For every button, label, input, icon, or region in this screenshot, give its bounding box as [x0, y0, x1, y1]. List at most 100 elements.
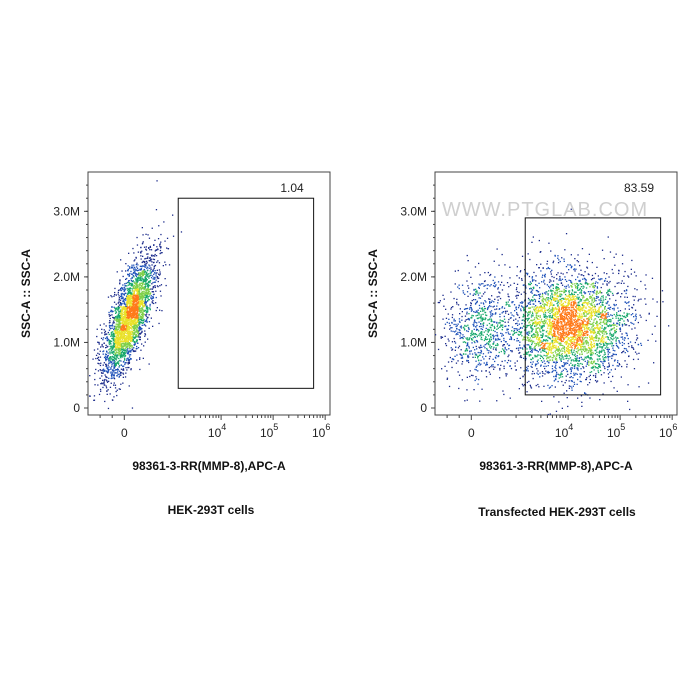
- event-dot: [580, 299, 583, 301]
- event-dot: [99, 350, 101, 352]
- event-dot: [485, 370, 487, 372]
- event-dot: [632, 347, 634, 349]
- event-dot: [461, 357, 464, 359]
- event-dot: [136, 332, 138, 334]
- event-dot: [548, 300, 550, 302]
- event-dot: [590, 318, 593, 320]
- event-dot: [113, 396, 115, 398]
- event-dot: [139, 295, 141, 297]
- event-dot: [501, 348, 504, 350]
- event-dot: [601, 331, 603, 333]
- event-dot: [503, 284, 505, 286]
- event-dot: [456, 354, 458, 356]
- event-dot: [136, 347, 138, 350]
- event-dot: [131, 290, 133, 292]
- event-dot: [474, 336, 476, 338]
- event-dot: [490, 324, 492, 326]
- event-dot: [143, 310, 145, 312]
- event-dot: [496, 325, 498, 328]
- event-dot: [571, 367, 574, 369]
- event-dot: [132, 309, 134, 311]
- event-dot: [578, 280, 580, 282]
- event-dot: [123, 318, 125, 320]
- event-dot: [98, 359, 101, 361]
- event-dot: [124, 358, 126, 360]
- event-dot: [138, 323, 140, 325]
- event-dot: [134, 296, 136, 298]
- event-dot: [142, 300, 144, 302]
- event-dot: [464, 315, 467, 317]
- event-dot: [138, 325, 140, 327]
- event-dot: [551, 357, 553, 359]
- event-dot: [558, 321, 560, 324]
- event-dot: [559, 355, 561, 357]
- event-dot: [139, 274, 141, 277]
- event-dot: [109, 317, 111, 320]
- event-dot: [548, 416, 549, 417]
- event-dot: [596, 351, 598, 353]
- event-dot: [103, 369, 105, 372]
- event-dot: [137, 310, 139, 312]
- event-dot: [496, 343, 499, 345]
- event-dot: [140, 349, 142, 351]
- event-dot: [590, 361, 592, 364]
- event-dot: [473, 293, 475, 295]
- event-dot: [628, 305, 630, 307]
- event-dot: [128, 339, 130, 341]
- event-dot: [127, 323, 129, 325]
- event-dot: [102, 339, 104, 341]
- event-dot: [599, 350, 601, 352]
- event-dot: [141, 308, 144, 310]
- event-dot: [105, 344, 107, 346]
- event-dot: [130, 303, 132, 305]
- event-dot: [567, 350, 569, 352]
- event-dot: [484, 344, 486, 346]
- event-dot: [146, 288, 148, 290]
- event-dot: [156, 285, 159, 287]
- event-dot: [580, 317, 582, 319]
- event-dot: [531, 342, 533, 344]
- event-dot: [149, 249, 151, 251]
- event-dot: [115, 328, 117, 330]
- event-dot: [134, 306, 136, 308]
- event-dot: [128, 295, 131, 297]
- event-dot: [125, 270, 127, 272]
- event-dot: [129, 337, 131, 339]
- event-dot: [550, 351, 552, 354]
- event-dot: [146, 267, 148, 270]
- event-dot: [141, 298, 143, 300]
- event-dot: [466, 280, 468, 282]
- event-dot: [474, 349, 476, 351]
- event-dot: [102, 353, 104, 355]
- event-dot: [143, 314, 145, 316]
- event-dot: [537, 345, 540, 347]
- event-dot: [540, 326, 542, 328]
- event-dot: [121, 331, 124, 334]
- event-dot: [133, 290, 136, 292]
- event-dot: [466, 254, 468, 257]
- event-dot: [549, 310, 551, 313]
- event-dot: [454, 342, 457, 344]
- event-dot: [113, 382, 115, 384]
- event-dot: [141, 284, 143, 286]
- event-dot: [478, 325, 481, 328]
- event-dot: [138, 318, 140, 320]
- event-dot: [561, 290, 563, 292]
- event-dot: [530, 319, 532, 321]
- event-dot: [482, 310, 484, 312]
- event-dot: [128, 362, 130, 364]
- event-dot: [542, 274, 544, 276]
- event-dot: [462, 337, 464, 340]
- event-dot: [501, 289, 504, 291]
- event-dot: [117, 350, 119, 352]
- event-dot: [126, 333, 128, 335]
- event-dot: [553, 346, 556, 348]
- event-dot: [113, 338, 115, 340]
- event-dot: [119, 280, 121, 282]
- event-dot: [521, 306, 524, 308]
- event-dot: [106, 371, 108, 373]
- event-dot: [549, 327, 551, 330]
- event-dot: [577, 289, 579, 291]
- event-dot: [128, 296, 130, 298]
- event-dot: [494, 298, 496, 300]
